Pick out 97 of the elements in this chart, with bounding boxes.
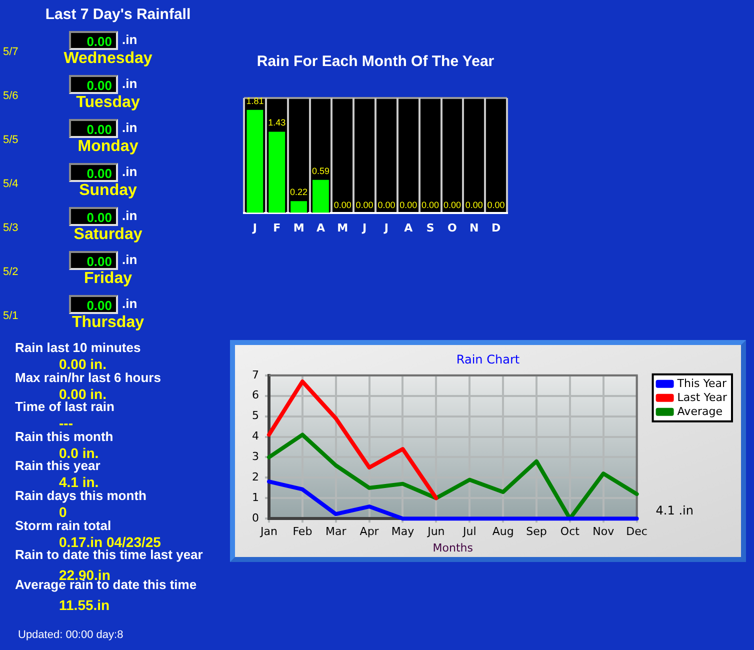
text: Rain last 10 minutes [15,340,141,355]
text: .in [122,120,138,135]
y-tick-label: 0 [252,511,259,524]
x-tick-label: Aug [492,525,514,538]
x-tick-label: Jun [426,525,445,538]
text: 5/1 [3,310,18,322]
data-label: 0.00 [487,200,505,210]
text: 4.1 in. [59,474,99,490]
y-tick-label: 6 [252,388,259,402]
x-tick-label: Jul [462,525,476,538]
text: 4.1 .in [656,504,694,518]
data-label: 1.81 [246,96,264,106]
text: .in [122,252,138,267]
y-tick-label: 2 [252,470,259,484]
text: Updated: 00:00 day:8 [18,629,124,641]
text: 5/3 [3,222,18,234]
x-tick-label: A [404,221,414,234]
y-tick-label: 5 [252,409,259,422]
text: .in [122,296,138,311]
readout-field: 0.00 [69,295,118,314]
data-label: 1.43 [268,118,286,128]
y-tick-label: 3 [252,450,259,464]
readout-field: 0.00 [69,31,118,50]
text: 5/7 [3,46,18,58]
x-tick-label: M [337,221,348,234]
text: Wednesday [64,50,152,67]
text: Thursday [72,314,144,331]
x-tick-label: S [426,221,434,234]
text: 5/6 [3,90,18,102]
text: Rain this year [15,458,100,474]
data-label: 0.00 [400,200,418,210]
text: Friday [84,270,132,287]
data-label: 0.00 [465,200,483,210]
text: Saturday [74,226,142,243]
x-tick-label: May [391,525,415,538]
text: Rain this month [15,428,114,444]
text: 0.0 in. [59,444,99,461]
x-tick-label: M [293,221,304,234]
data-label: 0.00 [356,200,374,210]
data-label: 0.00 [422,200,440,210]
readout-field: 0.00 [69,119,118,138]
chart-title: Rain Chart [456,352,520,366]
text: .in [122,32,138,47]
x-tick-label: N [470,221,479,234]
x-tick-label: J [383,221,389,234]
text: 0.17.in 04/23/25 [59,534,161,550]
text: Rain days this month [15,488,146,503]
legend-label: Last Year [677,390,728,404]
text: 0 [59,504,67,520]
text: .in [122,76,138,91]
x-tick-label: Apr [360,525,380,538]
readout-field: 0.00 [69,75,118,94]
text: 0.00 in. [59,386,106,402]
text: 5/5 [3,134,18,146]
text: 11.55.in [59,596,110,613]
readout-field: 0.00 [69,251,118,270]
text: --- [59,415,73,432]
data-label: 0.22 [290,187,308,198]
y-tick-label: 1 [252,491,259,504]
x-tick-label: F [273,221,281,234]
text: Tuesday [76,94,140,111]
x-tick-label: A [316,221,326,234]
x-tick-label: J [252,221,258,234]
text: Sunday [79,182,137,199]
text: 5/4 [3,178,18,190]
readout-field: 0.00 [69,207,118,226]
y-tick-label: 7 [252,368,259,382]
x-tick-label: Dec [626,525,648,538]
text: Rain to date this time last year [15,547,203,562]
text: Max rain/hr last 6 hours [15,370,161,385]
x-tick-label: O [448,221,457,234]
data-label: 0.00 [334,200,352,210]
text: Storm rain total [15,518,112,533]
x-tick-label: J [361,221,367,234]
x-tick-label: Jan [260,525,278,538]
x-tick-label: Nov [592,525,615,538]
readout-field: 0.00 [69,163,118,182]
x-tick-label: Sep [526,525,547,538]
text: Monday [78,138,138,155]
legend-label: Average [677,404,723,418]
text: .in [122,208,138,223]
data-label: 0.59 [312,166,330,176]
x-tick-label: Oct [560,525,580,538]
text: .in [122,164,138,179]
legend-label: This Year [676,376,728,390]
chart-title: Rain For Each Month Of The Year [256,53,494,70]
x-tick-label: Feb [292,525,312,538]
y-tick-label: 4 [252,430,259,443]
text: Time of last rain [15,399,114,414]
data-label: 0.00 [378,200,396,210]
x-axis-title: Months [432,541,474,554]
x-tick-label: D [491,221,501,234]
text: Last 7 Day's Rainfall [44,6,192,23]
text: 0.00 in. [59,356,106,372]
text: 5/2 [3,266,18,278]
data-label: 0.00 [443,200,461,210]
x-tick-label: Mar [325,525,347,538]
